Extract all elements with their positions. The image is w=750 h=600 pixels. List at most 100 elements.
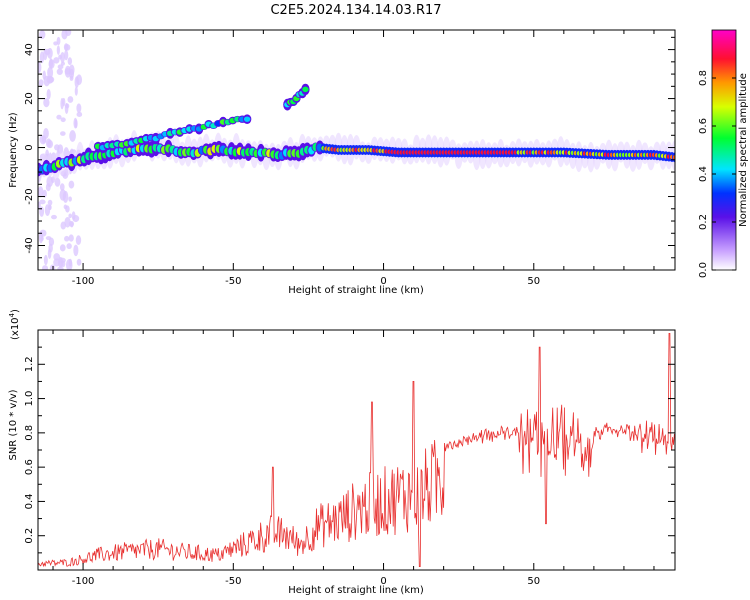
spectrogram-speckle [60,117,66,123]
spectrogram-speckle [47,248,52,259]
spectrogram-speckle [42,70,46,80]
spectrogram-speckle [65,103,70,109]
spectrogram-speckle [57,266,64,270]
spectrogram-speckle [64,44,71,51]
snr-x-label: Height of straight line (km) [288,585,424,596]
spectrogram-speckle [56,114,62,120]
spectrogram-speckle [75,235,82,245]
spectrogram-speckle [59,260,64,267]
spectrogram-speckle [56,68,63,76]
spectrogram-speckle [59,189,67,201]
spectrogram-speckle [53,258,61,267]
spectrogram-speckle [43,98,50,108]
snr-x-ticks: -100 -50 0 50 [52,330,655,587]
spectrogram-speckle [67,57,73,66]
colorbar-tick-label: 0.2 [698,214,709,230]
spectrogram-speckle [71,211,76,220]
x-tick-label: 50 [527,576,540,587]
y-tick-label: 0 [24,144,35,150]
spectrogram-speckle [65,259,73,270]
spectrogram-speckle [70,221,74,228]
y-tick-label: -40 [24,237,35,253]
spectrogram-y-label: Frequency (Hz) [8,112,19,188]
spectrogram-cell [672,155,675,160]
spectrogram-frame [37,29,676,271]
spectrogram-speckle [47,47,53,59]
spectrogram-speckle [53,57,60,64]
y-tick-label: -20 [24,188,35,204]
spectrogram-speckle [76,111,83,117]
snr-y-ticks: 0.2 0.4 0.6 0.8 1.0 1.2 [24,346,675,554]
spectrogram-speckle [61,30,68,40]
spectrogram-speckle [68,196,72,202]
y-tick-label: 40 [24,43,35,56]
spectrogram-speckle [76,103,82,113]
spectrogram-speckle [47,204,52,211]
x-tick-label: 0 [380,576,386,587]
spectrogram-speckle [56,36,61,46]
spectrogram-speckle [73,244,79,257]
x-tick-label: -50 [225,576,241,587]
spectrogram-speckle [46,89,51,100]
colorbar-tick-label: 0.8 [698,70,709,86]
spectrogram-speckle [42,189,47,198]
spectrogram-speckle [60,97,64,110]
spectrogram-y-ticks: -40 -20 0 20 40 [24,36,675,271]
spectrogram-speckle [39,51,45,64]
spectrogram-cell [302,86,309,93]
spectrogram-speckle [39,30,46,39]
spectrogram-speckle [64,235,70,242]
spectrogram-speckle [45,183,51,192]
y-tick-label: 0.8 [24,425,35,441]
colorbar-tick-label: 0.4 [698,166,709,182]
spectrogram-speckle [74,86,78,96]
spectrogram-speckle [68,213,72,219]
spectrogram-speckle [43,254,48,266]
spectrogram-speckle [47,66,54,79]
spectrogram-x-label: Height of straight line (km) [288,285,424,296]
spectrogram-speckle [56,45,60,55]
colorbar: 0.0 0.2 0.4 0.6 0.8 Normalized spectral ampl… [698,29,749,278]
spectrogram-speckle [64,50,69,61]
spectrogram-x-ticks: -100 -50 0 50 [52,30,655,287]
spectrogram-speckle [68,234,74,242]
spectrogram-speckle [53,253,61,261]
spectrogram-speckle [51,214,57,220]
spectrogram-speckle [59,183,65,191]
spectrogram-speckle [73,117,78,129]
spectrogram-speckle [69,130,76,142]
spectrogram-speckle [76,258,82,266]
figure-title: C2E5.2024.134.14.03.R17 [270,3,441,18]
colorbar-gradient [711,29,737,271]
spectrogram-speckle [68,180,75,189]
x-tick-label: 50 [527,276,540,287]
spectrogram-cell [243,116,251,122]
spectrogram-speckle [60,131,66,136]
spectrogram-speckle [66,243,72,250]
spectrogram-speckle [63,204,68,210]
spectrogram-speckle [47,76,55,83]
snr-y-label: SNR (10 * v/v) [8,389,19,460]
spectrogram-speckle [38,201,41,209]
y-tick-label: 0.6 [24,459,35,475]
spectrogram-speckle [74,76,79,88]
spectrogram-speckle [49,264,56,270]
snr-scale-label: (x104) [8,309,21,340]
spectrogram-speckle [39,199,46,205]
snr-scale-exponent: 4 [8,312,16,317]
spectrogram-speckle [38,186,44,198]
snr-scale-close: ) [10,309,21,313]
spectrogram-speckle [60,221,67,230]
spectrogram-speckle [38,79,44,87]
y-tick-label: 20 [24,92,35,105]
snr-series-line [38,333,675,568]
x-tick-label: 0 [380,276,386,287]
spectrogram-speckle [60,51,65,63]
spectrogram-speckle [47,199,53,206]
snr-frame [37,329,676,571]
colorbar-tick-label: 0.0 [698,262,709,278]
spectrogram-speckle [47,140,54,149]
spectrogram-speckle [69,64,75,76]
spectrogram-panel: -100 -50 0 50 -40 -20 0 20 40 Height of straigh… [8,29,676,296]
